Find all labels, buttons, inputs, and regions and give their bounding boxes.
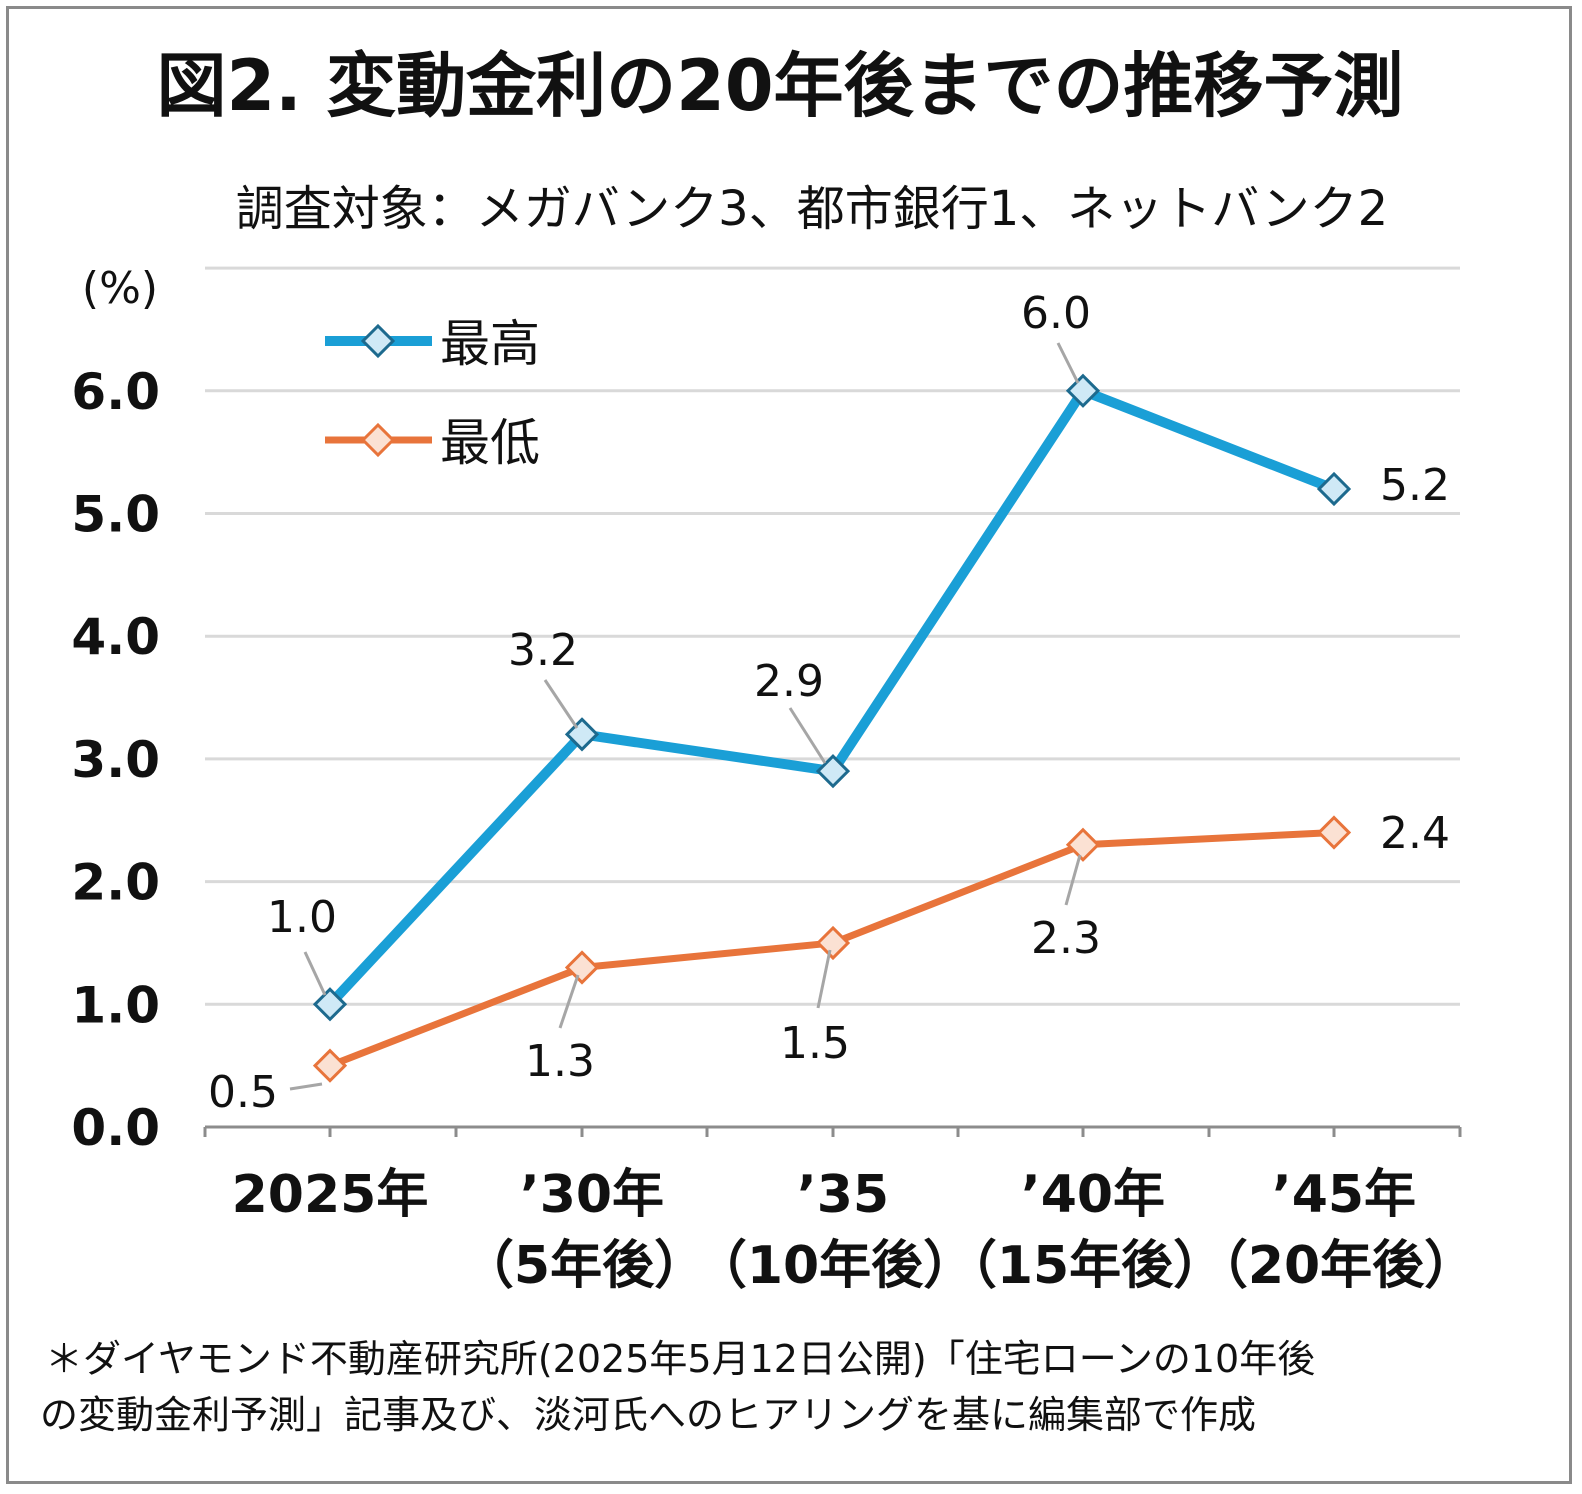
data-point-marker	[1316, 815, 1352, 850]
data-label: 1.0	[267, 892, 337, 943]
x-tick-label: ’40年	[1021, 1165, 1165, 1225]
data-label: 6.0	[1021, 288, 1091, 339]
legend-marker	[360, 422, 396, 458]
y-tick-label: 1.0	[71, 976, 160, 1034]
legend-label: 最低	[440, 414, 540, 472]
x-tick-label: 2025年	[232, 1165, 429, 1225]
source-note-line-2: の変動金利予測」記事及び、淡河氏へのヒアリングを基に編集部で作成	[40, 1393, 1256, 1437]
leader-line	[558, 974, 580, 1029]
y-tick-label: 3.0	[71, 731, 160, 789]
leader-line	[303, 951, 327, 996]
data-point-marker	[1065, 827, 1101, 862]
y-axis-unit: (%)	[82, 263, 158, 314]
data-label: 5.2	[1380, 460, 1450, 511]
x-tick-label: ’30年	[520, 1165, 664, 1225]
y-tick-label: 5.0	[71, 486, 160, 544]
data-label: 2.4	[1380, 808, 1450, 859]
data-label: 2.3	[1031, 913, 1101, 964]
data-label: 3.2	[508, 625, 578, 676]
data-label: 0.5	[208, 1067, 278, 1118]
data-point-marker	[1065, 373, 1101, 408]
data-point-marker	[815, 754, 851, 789]
data-point-marker	[312, 1048, 348, 1083]
y-tick-label: 2.0	[71, 854, 160, 912]
chart-subtitle: 調査対象：メガバンク3、都市銀行1、ネットバンク2	[236, 181, 1388, 237]
leader-line	[289, 1082, 323, 1091]
x-tick-sublabel: （5年後）	[462, 1236, 706, 1296]
x-tick-label: ’45年	[1272, 1165, 1416, 1225]
legend-label: 最高	[440, 315, 540, 373]
y-tick-label: 4.0	[71, 608, 160, 666]
series-line-max	[326, 385, 1336, 1008]
data-point-marker	[1316, 471, 1352, 507]
leader-line	[1064, 854, 1082, 906]
data-point-marker	[564, 950, 600, 985]
data-point-marker	[815, 925, 851, 961]
y-tick-label: 0.0	[71, 1099, 160, 1157]
leader-line	[543, 679, 579, 729]
x-tick-label: ’35	[797, 1165, 889, 1225]
x-tick-sublabel: （15年後）	[945, 1236, 1225, 1296]
x-tick-sublabel: （10年後）	[695, 1236, 975, 1296]
data-point-marker	[312, 987, 348, 1022]
data-label: 2.9	[754, 656, 824, 707]
leader-line	[1056, 342, 1080, 384]
leader-line	[788, 707, 827, 764]
data-label: 1.3	[525, 1036, 595, 1087]
chart-title: 図2. 変動金利の20年後までの推移予測	[156, 45, 1403, 127]
source-note-line-1: ＊ダイヤモンド不動産研究所(2025年5月12日公開)「住宅ローンの10年後	[45, 1337, 1315, 1381]
leader-line	[816, 949, 832, 1009]
y-tick-label: 6.0	[71, 363, 160, 421]
x-tick-sublabel: （20年後）	[1196, 1236, 1476, 1296]
chart-frame	[6, 6, 1572, 1484]
data-label: 1.5	[780, 1018, 850, 1069]
legend-marker	[360, 323, 396, 359]
